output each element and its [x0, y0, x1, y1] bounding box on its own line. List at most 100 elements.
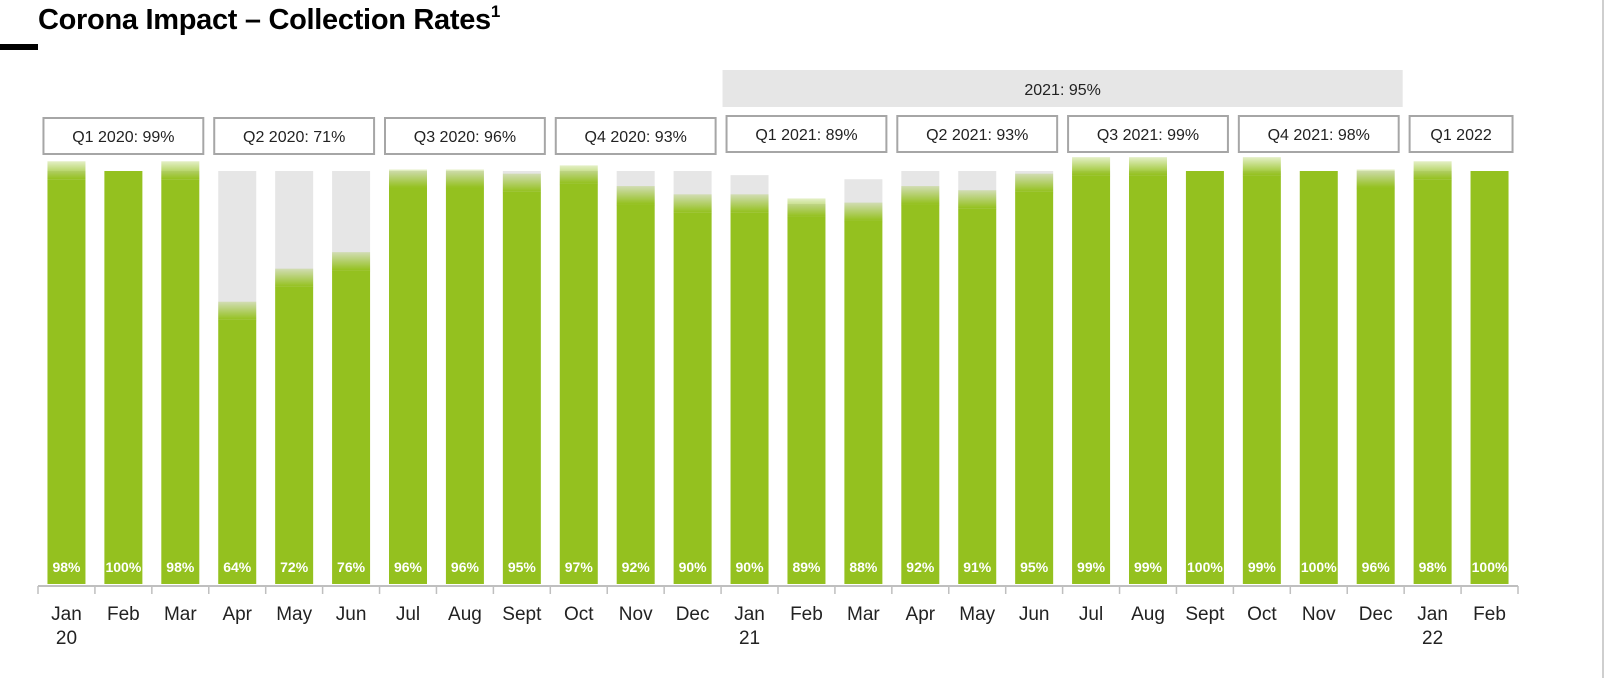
- x-tick-label: Apr: [222, 604, 252, 625]
- bar-fade: [275, 268, 314, 287]
- bar-collected: [1129, 175, 1167, 584]
- quarter-label: Q1 2020: 99%: [72, 129, 174, 146]
- x-tick-label: Jun: [1019, 604, 1050, 625]
- x-tick-label: Jul: [1079, 604, 1103, 625]
- bar-value-label: 97%: [565, 559, 594, 575]
- bar-fade: [616, 186, 655, 205]
- quarter-label: Q4 2021: 98%: [1268, 127, 1370, 144]
- x-tick-label: Oct: [1247, 604, 1277, 625]
- x-year-label: 22: [1422, 628, 1443, 649]
- bar-value-label: 96%: [451, 559, 480, 575]
- bar-fade: [559, 165, 598, 184]
- title-accent-bar: [0, 44, 38, 50]
- bar-collected: [559, 183, 598, 584]
- bar-value-label: 99%: [1077, 559, 1106, 575]
- bar-fade: [958, 190, 997, 209]
- bar-fade: [844, 202, 883, 221]
- x-tick-label: Aug: [448, 604, 482, 625]
- quarter-labels: Q1 2020: 99% Q2 2020: 71% Q3 2020: 96% Q4 2…: [42, 115, 1514, 155]
- bar-collected: [616, 204, 655, 585]
- bar-value-label: 92%: [622, 559, 651, 575]
- bar-value-label: 100%: [1301, 559, 1337, 575]
- bar-collected: [1356, 187, 1395, 584]
- bar-fade: [218, 301, 257, 320]
- bar-collected: [104, 171, 143, 584]
- quarter-label: Q4 2020: 93%: [585, 129, 687, 146]
- bar-collected: [445, 187, 484, 584]
- bar-fade: [1413, 161, 1452, 180]
- bar-fade: [1242, 157, 1281, 176]
- quarter-label-box: [1067, 115, 1229, 153]
- x-tick-label: Mar: [164, 604, 197, 625]
- x-tick-label: Aug: [1131, 604, 1165, 625]
- bar-collected: [218, 319, 257, 584]
- bars: 98% 100% 98% 64% 72% 76% 96% 96% 95% 97% 92% 90% 90%…: [47, 157, 1509, 585]
- bar-value-label: 64%: [223, 559, 252, 575]
- x-tick-label: Dec: [676, 604, 710, 625]
- quarter-label-box: [384, 117, 546, 155]
- bar-fade: [673, 194, 712, 213]
- x-year-label: 20: [56, 628, 77, 649]
- x-tick-label: Feb: [107, 604, 140, 625]
- bar-collected: [47, 179, 86, 584]
- x-tick-label: Nov: [1302, 604, 1336, 625]
- bar-value-label: 98%: [166, 559, 195, 575]
- quarter-label-box: [725, 115, 888, 153]
- bar-collected: [389, 187, 427, 584]
- year-summary-box: [722, 70, 1403, 107]
- year-summary-band: 2021: 95%: [722, 70, 1403, 107]
- quarter-label-box: [42, 117, 205, 155]
- quarter-label: Q3 2021: 99%: [1097, 127, 1199, 144]
- bar-collected: [1072, 175, 1111, 584]
- year-summary-label: 2021: 95%: [1024, 82, 1101, 99]
- bar-fade: [1015, 173, 1054, 192]
- bar-value-label: 90%: [736, 559, 765, 575]
- x-tick-label: Oct: [564, 604, 594, 625]
- bar-fade: [47, 161, 86, 180]
- bar-collected: [1413, 179, 1452, 584]
- quarter-label: Q3 2020: 96%: [414, 129, 516, 146]
- bar-collected: [844, 220, 883, 584]
- bar-value-label: 99%: [1134, 559, 1163, 575]
- bar-collected: [161, 179, 200, 584]
- bar-value-label: 92%: [906, 559, 935, 575]
- bar-collected: [1470, 171, 1509, 584]
- bar-collected: [1185, 171, 1224, 584]
- quarter-label-box: [1408, 115, 1514, 153]
- page-edge-line: [1602, 0, 1604, 678]
- bar-value-label: 98%: [1419, 559, 1448, 575]
- x-tick-label: Apr: [906, 604, 936, 625]
- quarter-label-box: [1237, 115, 1400, 153]
- bar-collected: [332, 270, 371, 584]
- x-year-label: 21: [739, 628, 760, 649]
- bar-value-label: 95%: [1020, 559, 1049, 575]
- bar-fade: [1129, 157, 1167, 176]
- x-tick-label: May: [959, 604, 995, 625]
- bar-value-label: 100%: [105, 559, 141, 575]
- x-tick-label: Sept: [502, 604, 542, 625]
- bar-collected: [275, 286, 314, 584]
- bar-value-label: 100%: [1472, 559, 1508, 575]
- x-tick-label: Feb: [1473, 604, 1506, 625]
- quarter-label: Q1 2021: 89%: [755, 127, 857, 144]
- bar-fade: [161, 161, 200, 180]
- bar-fade: [389, 169, 427, 188]
- x-tick-label: Jan: [1417, 604, 1448, 625]
- bar-value-label: 99%: [1248, 559, 1277, 575]
- bar-collected: [502, 191, 541, 584]
- bar-uncollected: [218, 171, 257, 322]
- bar-value-label: 96%: [1362, 559, 1391, 575]
- x-tick-label: Dec: [1359, 604, 1393, 625]
- bar-value-label: 100%: [1187, 559, 1223, 575]
- x-axis: Jan Feb Mar Apr May Jun Jul Aug Sept Oct Nov Dec Jan…: [37, 585, 1519, 649]
- bar-fade: [901, 186, 940, 205]
- quarter-label-box: [896, 115, 1059, 153]
- bar-value-label: 96%: [394, 559, 423, 575]
- x-tick-label: Sept: [1185, 604, 1225, 625]
- bar-value-label: 72%: [280, 559, 309, 575]
- bar-fade: [1356, 169, 1395, 188]
- bar-collected: [673, 212, 712, 585]
- bar-value-label: 95%: [508, 559, 537, 575]
- x-tick-label: Jan: [734, 604, 765, 625]
- bar-value-label: 90%: [679, 559, 708, 575]
